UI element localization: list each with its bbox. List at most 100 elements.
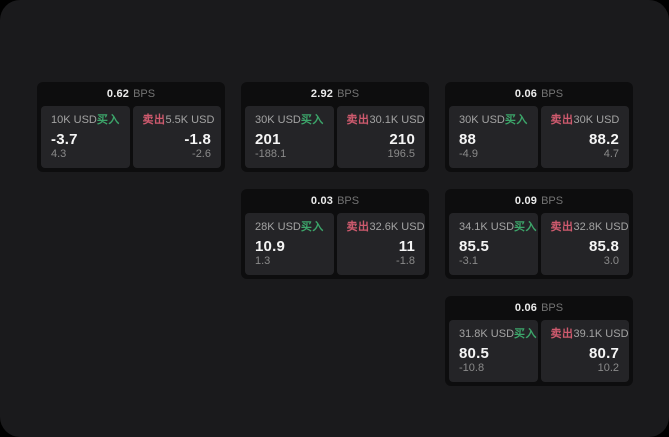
buy-panel-header: 30K USD 买入 — [459, 114, 528, 127]
quote-card: 0.06 BPS 30K USD 买入 88 -4.9 卖出 30K USD 8… — [445, 82, 633, 172]
buy-delta: 4.3 — [51, 148, 67, 161]
sell-panel[interactable]: 卖出 5.5K USD -1.8 -2.6 — [132, 106, 221, 168]
buy-side-label: 买入 — [514, 328, 538, 340]
card-header: 0.03 BPS — [241, 189, 429, 213]
bps-value: 0.62 — [106, 87, 130, 100]
buy-panel-header: 30K USD 买入 — [255, 114, 324, 127]
sell-amount: 32.8K USD — [573, 221, 629, 233]
sell-amount: 5.5K USD — [165, 114, 215, 126]
bps-value: 0.03 — [310, 194, 334, 207]
quote-panels: 34.1K USD 买入 85.5 -3.1 卖出 32.8K USD 85.8… — [445, 213, 633, 279]
buy-delta: -10.8 — [459, 362, 485, 375]
buy-side-label: 买入 — [514, 221, 538, 233]
card-header: 0.06 BPS — [445, 82, 633, 106]
quote-panels: 28K USD 买入 10.9 1.3 卖出 32.6K USD 11 -1.8 — [241, 213, 429, 279]
buy-panel[interactable]: 30K USD 买入 201 -188.1 — [245, 106, 334, 168]
sell-amount: 39.1K USD — [573, 328, 629, 340]
quote-panels: 31.8K USD 买入 80.5 -10.8 卖出 39.1K USD 80.… — [445, 320, 633, 386]
sell-price: 210 — [389, 130, 415, 148]
buy-panel[interactable]: 31.8K USD 买入 80.5 -10.8 — [449, 320, 538, 382]
bps-value: 0.09 — [514, 194, 538, 207]
buy-panel[interactable]: 10K USD 买入 -3.7 4.3 — [41, 106, 130, 168]
sell-panel[interactable]: 卖出 30K USD 88.2 4.7 — [540, 106, 629, 168]
buy-panel-header: 10K USD 买入 — [51, 114, 120, 127]
sell-panel[interactable]: 卖出 39.1K USD 80.7 10.2 — [540, 320, 629, 382]
quote-card: 0.09 BPS 34.1K USD 买入 85.5 -3.1 卖出 32.8K… — [445, 189, 633, 279]
sell-side-label: 卖出 — [550, 328, 574, 340]
buy-panel[interactable]: 34.1K USD 买入 85.5 -3.1 — [449, 213, 538, 275]
card-header: 0.06 BPS — [445, 296, 633, 320]
buy-panel-header: 31.8K USD 买入 — [459, 328, 537, 341]
sell-delta: 4.7 — [603, 148, 619, 161]
sell-side-label: 卖出 — [346, 221, 370, 233]
bps-value: 0.06 — [514, 87, 538, 100]
bps-unit-label: BPS — [133, 87, 156, 100]
card-header: 0.62 BPS — [37, 82, 225, 106]
sell-panel-header: 卖出 32.8K USD — [550, 221, 629, 234]
sell-price: 88.2 — [589, 130, 619, 148]
buy-price: 85.5 — [459, 237, 489, 255]
sell-side-label: 卖出 — [550, 221, 574, 233]
buy-price: 201 — [255, 130, 281, 148]
buy-panel-header: 34.1K USD 买入 — [459, 221, 537, 234]
sell-amount: 30K USD — [573, 114, 620, 126]
sell-price: 85.8 — [589, 237, 619, 255]
bps-unit-label: BPS — [541, 301, 564, 314]
sell-delta: -1.8 — [396, 255, 415, 268]
buy-price: 10.9 — [255, 237, 285, 255]
sell-price: 11 — [398, 237, 415, 255]
buy-delta: -188.1 — [255, 148, 287, 161]
bps-unit-label: BPS — [337, 87, 360, 100]
buy-amount: 28K USD — [255, 221, 301, 233]
bps-value: 0.06 — [514, 301, 538, 314]
sell-panel-header: 卖出 5.5K USD — [142, 114, 215, 127]
sell-price: 80.7 — [589, 344, 619, 362]
sell-panel[interactable]: 卖出 32.6K USD 11 -1.8 — [336, 213, 425, 275]
buy-amount: 31.8K USD — [459, 328, 515, 340]
buy-price: 80.5 — [459, 344, 489, 362]
buy-delta: 1.3 — [255, 255, 271, 268]
quote-panels: 10K USD 买入 -3.7 4.3 卖出 5.5K USD -1.8 -2.… — [37, 106, 225, 172]
sell-panel[interactable]: 卖出 30.1K USD 210 196.5 — [336, 106, 425, 168]
card-header: 2.92 BPS — [241, 82, 429, 106]
buy-delta: -4.9 — [459, 148, 478, 161]
sell-price: -1.8 — [184, 130, 211, 148]
buy-side-label: 买入 — [300, 221, 324, 233]
sell-delta: 3.0 — [603, 255, 619, 268]
quote-card: 0.06 BPS 31.8K USD 买入 80.5 -10.8 卖出 39.1… — [445, 296, 633, 386]
buy-amount: 30K USD — [459, 114, 505, 126]
sell-amount: 30.1K USD — [369, 114, 425, 126]
buy-panel-header: 28K USD 买入 — [255, 221, 324, 234]
quote-card: 2.92 BPS 30K USD 买入 201 -188.1 卖出 30.1K … — [241, 82, 429, 172]
buy-side-label: 买入 — [504, 114, 528, 126]
bps-value: 2.92 — [310, 87, 334, 100]
sell-delta: 10.2 — [597, 362, 619, 375]
buy-side-label: 买入 — [300, 114, 324, 126]
bps-unit-label: BPS — [541, 194, 564, 207]
buy-price: 88 — [459, 130, 477, 148]
sell-delta: -2.6 — [192, 148, 211, 161]
sell-side-label: 卖出 — [346, 114, 370, 126]
buy-panel[interactable]: 30K USD 买入 88 -4.9 — [449, 106, 538, 168]
sell-side-label: 卖出 — [550, 114, 574, 126]
sell-delta: 196.5 — [387, 148, 415, 161]
sell-panel[interactable]: 卖出 32.8K USD 85.8 3.0 — [540, 213, 629, 275]
buy-amount: 10K USD — [51, 114, 97, 126]
buy-delta: -3.1 — [459, 255, 478, 268]
buy-amount: 30K USD — [255, 114, 301, 126]
sell-panel-header: 卖出 30K USD — [551, 114, 620, 127]
bps-unit-label: BPS — [541, 87, 564, 100]
card-header: 0.09 BPS — [445, 189, 633, 213]
bps-unit-label: BPS — [337, 194, 360, 207]
buy-panel[interactable]: 28K USD 买入 10.9 1.3 — [245, 213, 334, 275]
quote-card: 0.62 BPS 10K USD 买入 -3.7 4.3 卖出 5.5K USD… — [37, 82, 225, 172]
buy-amount: 34.1K USD — [459, 221, 515, 233]
quote-card: 0.03 BPS 28K USD 买入 10.9 1.3 卖出 32.6K US… — [241, 189, 429, 279]
sell-panel-header: 卖出 32.6K USD — [346, 221, 425, 234]
sell-panel-header: 卖出 39.1K USD — [550, 328, 629, 341]
quote-panels: 30K USD 买入 201 -188.1 卖出 30.1K USD 210 1… — [241, 106, 429, 172]
sell-side-label: 卖出 — [142, 114, 166, 126]
buy-price: -3.7 — [51, 130, 78, 148]
buy-side-label: 买入 — [96, 114, 120, 126]
